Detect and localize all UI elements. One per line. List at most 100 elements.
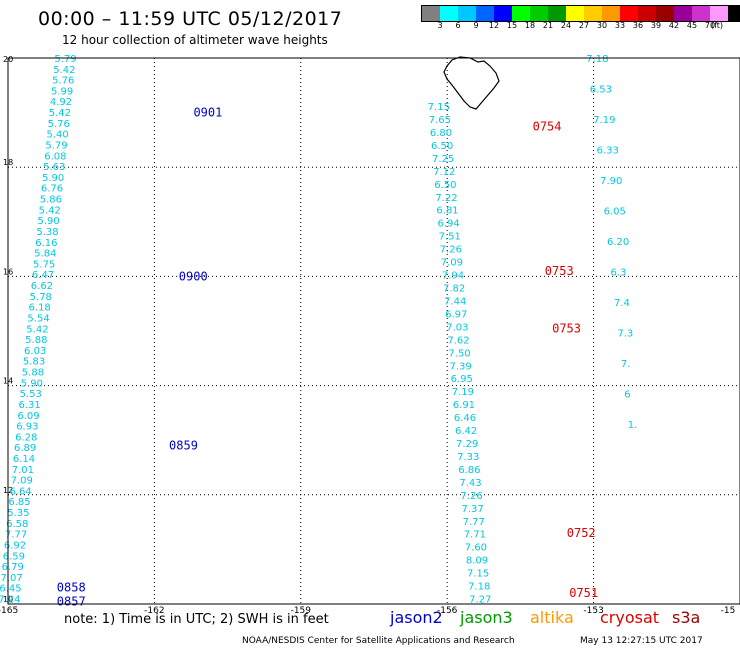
map-frame <box>7 57 740 605</box>
legend-swatch <box>566 6 584 21</box>
wave-height-value: 5.79 <box>45 140 67 151</box>
legend-swatch <box>476 6 494 21</box>
pass-time-label: 0752 <box>567 526 596 540</box>
legend-swatch <box>638 6 656 21</box>
wave-height-value: 7.22 <box>435 193 457 204</box>
color-legend-bar <box>421 5 740 22</box>
wave-height-value: 6.09 <box>17 411 39 422</box>
wave-height-value: 7.4 <box>614 298 630 309</box>
x-tick-label: -153 <box>583 606 603 616</box>
wave-height-value: 7.51 <box>439 232 461 243</box>
wave-height-value: 7.39 <box>450 361 472 372</box>
legend-label: 33 <box>614 21 626 30</box>
legend-label: 15 <box>506 21 518 30</box>
wave-height-value: 5.76 <box>48 119 70 130</box>
x-tick-label: -15 <box>721 606 736 616</box>
pass-time-label: 0753 <box>545 264 574 278</box>
big-island-coastline <box>443 56 500 110</box>
wave-height-value: 5.84 <box>34 249 56 260</box>
satellite-s3a: s3a <box>672 608 701 627</box>
wave-height-value: 7.50 <box>448 348 470 359</box>
map-subtitle: 12 hour collection of altimeter wave hei… <box>62 33 328 47</box>
pass-time-label: 0857 <box>57 594 86 608</box>
wave-height-value: 7.62 <box>447 335 469 346</box>
legend-label: 24 <box>560 21 572 30</box>
footnote: note: 1) Time is in UTC; 2) SWH is in fe… <box>64 612 329 627</box>
wave-height-value: 6.94 <box>438 219 460 230</box>
wave-height-value: 5.78 <box>30 292 52 303</box>
wave-height-value: 6.85 <box>8 497 30 508</box>
legend-swatch <box>530 6 548 21</box>
wave-height-value: 5.90 <box>38 216 60 227</box>
wave-height-value: 7.15 <box>428 102 450 113</box>
wave-height-value: 5.42 <box>49 108 71 119</box>
wave-height-value: 6.31 <box>18 400 40 411</box>
legend-swatch <box>494 6 512 21</box>
legend-swatch <box>620 6 638 21</box>
satellite-jason2: jason2 <box>390 608 443 627</box>
wave-height-value: 6.91 <box>453 400 475 411</box>
legend-swatch <box>584 6 602 21</box>
wave-height-value: 6.16 <box>35 238 57 249</box>
wave-height-value: 7.01 <box>12 465 34 476</box>
wave-height-value: 7.09 <box>11 476 33 487</box>
legend-label: 3 <box>437 21 443 30</box>
wave-height-value: 6.97 <box>445 309 467 320</box>
wave-height-value: 5.63 <box>43 162 65 173</box>
legend-label: 30 <box>596 21 608 30</box>
legend-swatch <box>710 6 728 21</box>
wave-height-value: 6.89 <box>14 443 36 454</box>
wave-height-value: 6.64 <box>9 486 31 497</box>
wave-height-value: 7.33 <box>457 452 479 463</box>
wave-height-value: 5.42 <box>26 324 48 335</box>
legend-label: 6 <box>455 21 461 30</box>
wave-height-value: 6.14 <box>13 454 35 465</box>
legend-label: 27 <box>578 21 590 30</box>
wave-height-value: 6.42 <box>455 426 477 437</box>
wave-height-value: 4.92 <box>50 97 72 108</box>
legend-label: 39 <box>650 21 662 30</box>
legend-label: 18 <box>524 21 536 30</box>
x-tick-label: -165 <box>0 606 18 616</box>
wave-height-value: 7.18 <box>586 54 608 65</box>
wave-height-value: 6.62 <box>31 281 53 292</box>
wave-height-value: 6.28 <box>15 432 37 443</box>
wave-height-value: 7.25 <box>432 154 454 165</box>
x-tick-label: -162 <box>144 606 164 616</box>
wave-height-value: 6.08 <box>44 151 66 162</box>
legend-label: 36 <box>632 21 644 30</box>
hawaii-island-outline <box>443 56 500 110</box>
legend-swatch <box>512 6 530 21</box>
legend-label: 9 <box>473 21 479 30</box>
wave-height-value: 7.77 <box>5 530 27 541</box>
wave-height-value: 7.26 <box>460 491 482 502</box>
legend-swatch <box>458 6 476 21</box>
wave-height-value: 7.24 <box>0 595 21 606</box>
legend-swatch <box>548 6 566 21</box>
wave-height-value: 5.88 <box>22 368 44 379</box>
credit-line: NOAA/NESDIS Center for Satellite Applica… <box>242 636 515 646</box>
wave-height-value: 7.60 <box>465 543 487 554</box>
wave-height-value: 7.82 <box>443 283 465 294</box>
wave-height-value: 6.53 <box>590 84 612 95</box>
map-title: 00:00 – 11:59 UTC 05/12/2017 <box>38 8 343 30</box>
wave-height-value: 6.46 <box>454 413 476 424</box>
wave-height-value: 6.18 <box>29 303 51 314</box>
wave-height-value: 5.38 <box>36 227 58 238</box>
wave-height-value: 5.54 <box>27 313 49 324</box>
pass-time-label: 0754 <box>533 119 562 133</box>
wave-height-value: 7.37 <box>462 504 484 515</box>
legend-swatch <box>692 6 710 21</box>
wave-height-value: 6.47 <box>32 270 54 281</box>
wave-height-value: 7.09 <box>441 258 463 269</box>
wave-height-value: 7.07 <box>0 573 22 584</box>
legend-swatch <box>674 6 692 21</box>
wave-height-value: 5.83 <box>23 357 45 368</box>
wave-height-value: 1. <box>628 420 638 431</box>
wave-height-value: 6.58 <box>6 519 28 530</box>
pass-time-label: 0858 <box>57 581 86 595</box>
wave-height-value: 7.44 <box>444 296 466 307</box>
legend-swatch <box>422 6 440 21</box>
